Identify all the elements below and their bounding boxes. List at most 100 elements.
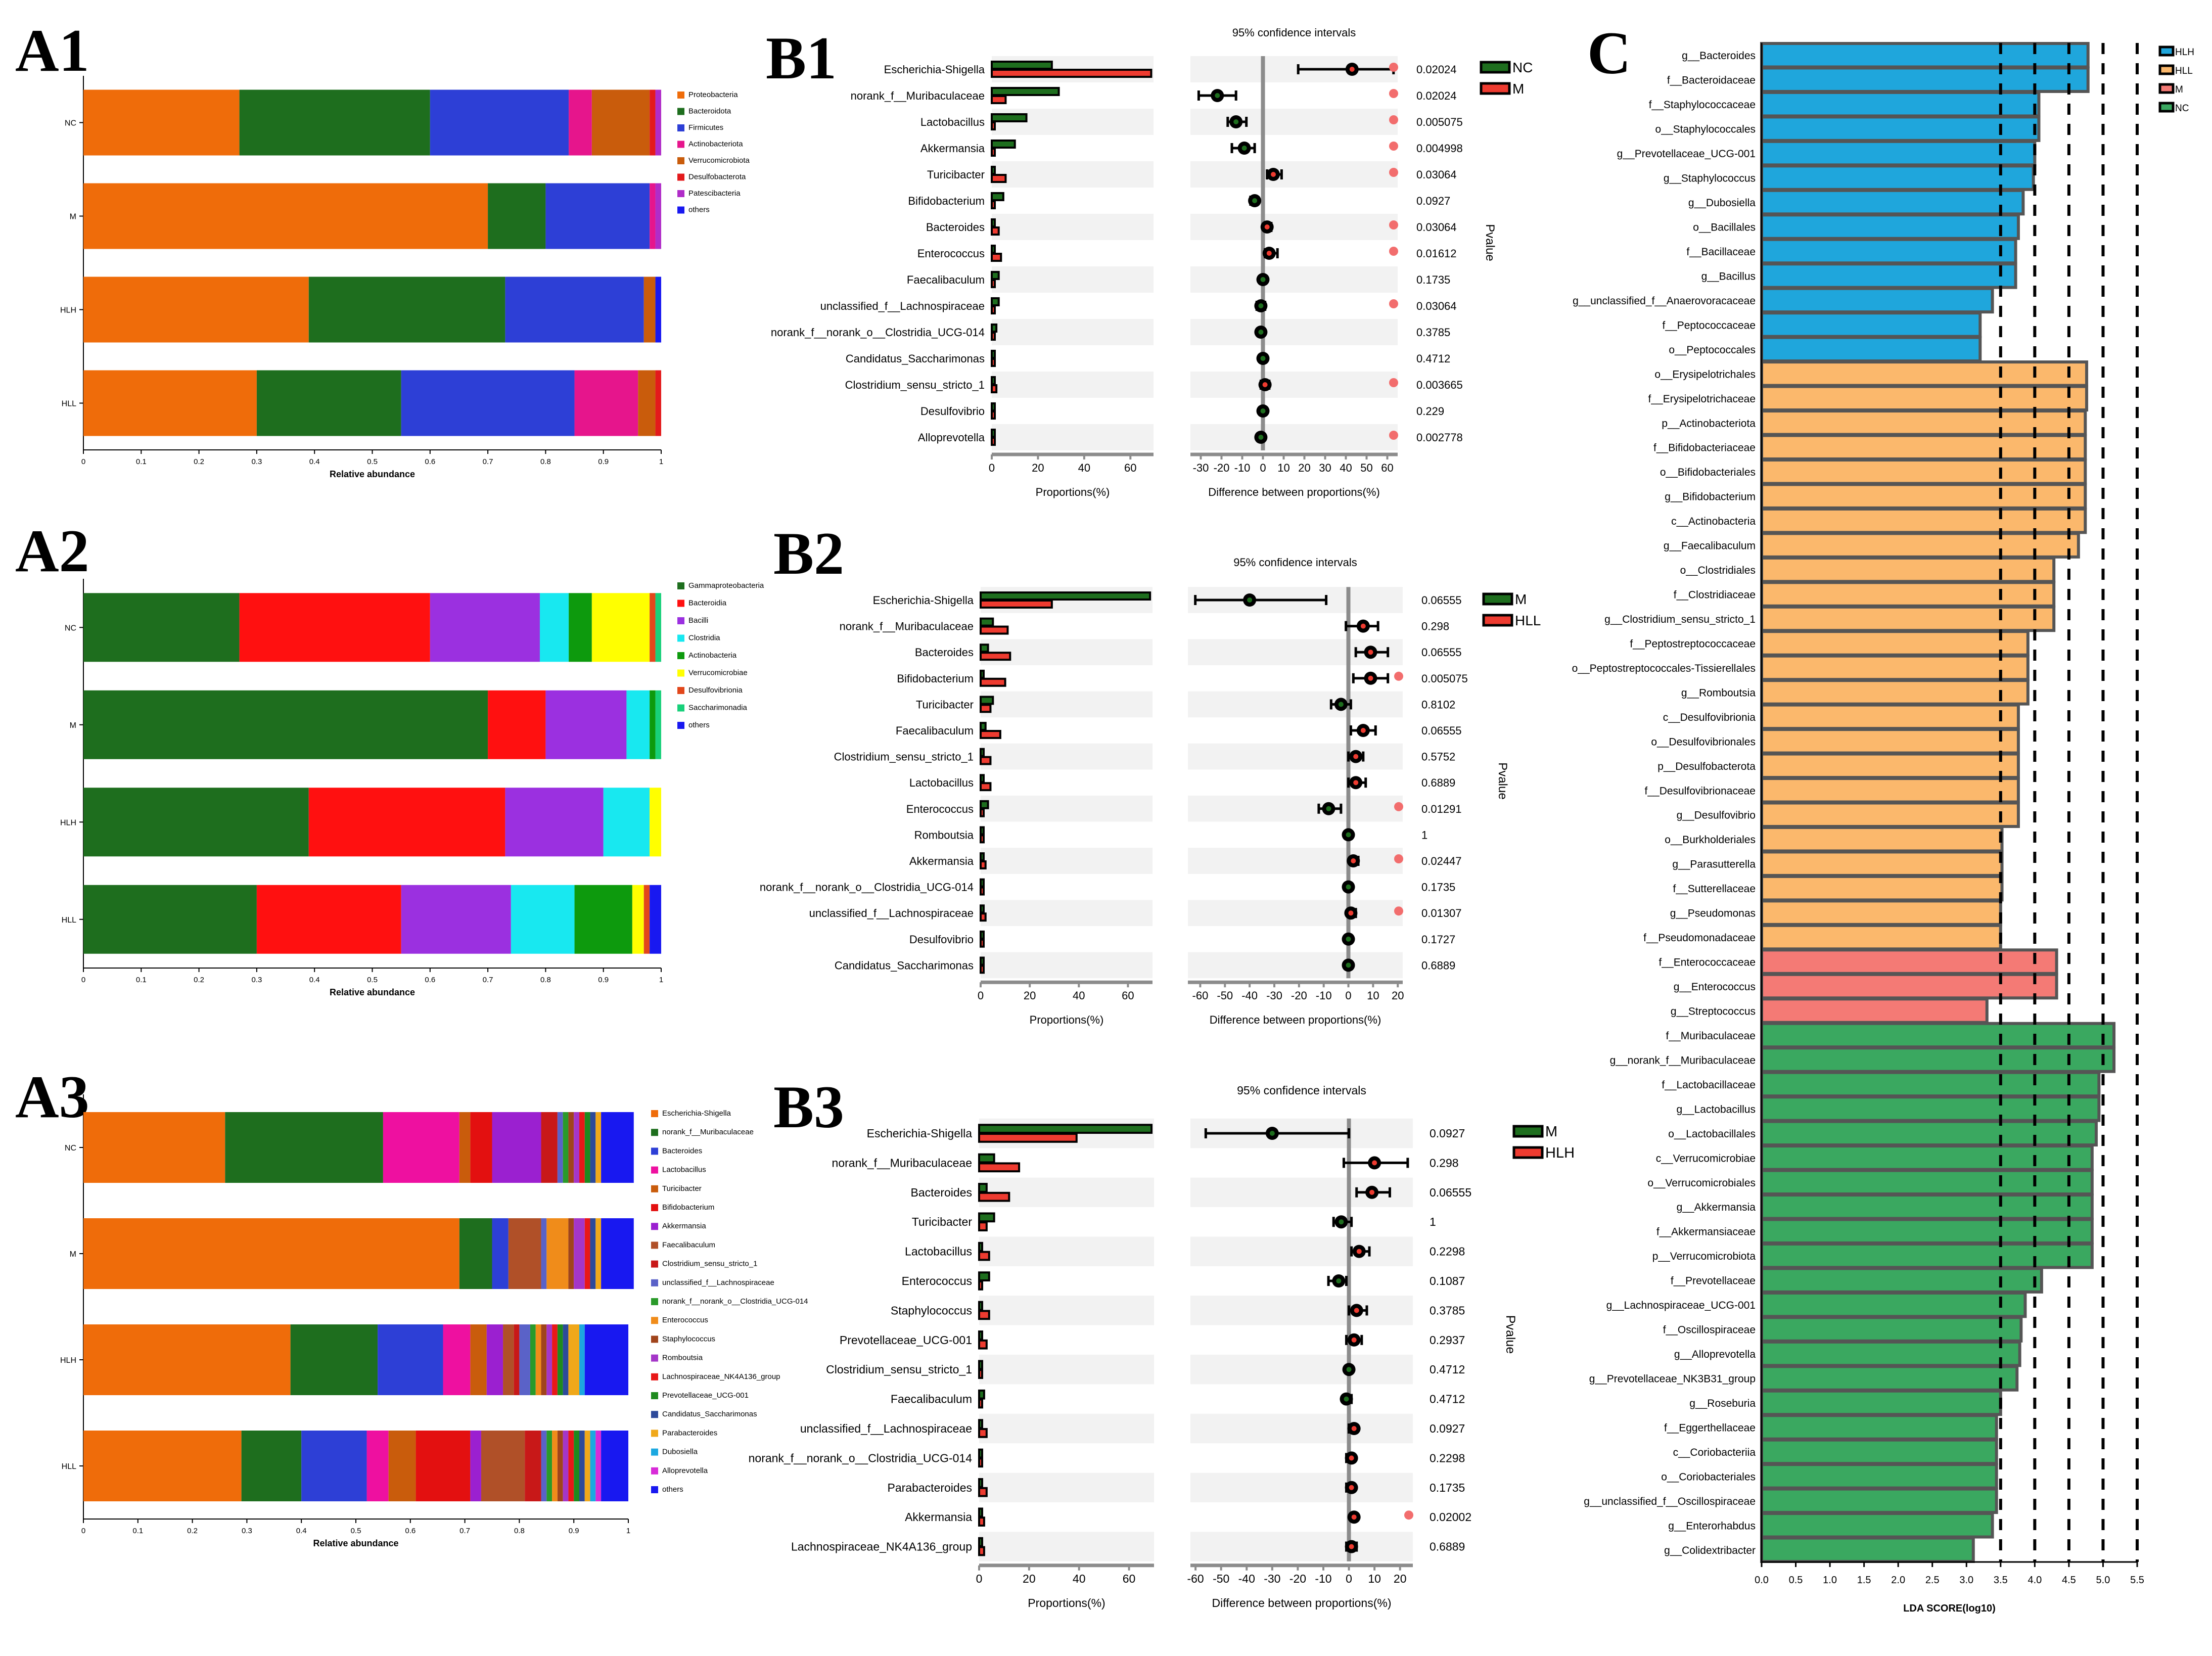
proportion-bar-m bbox=[991, 332, 996, 341]
legend-label: Clostridium_sensu_stricto_1 bbox=[662, 1260, 757, 1268]
stacked-bar-segment bbox=[83, 788, 309, 857]
legend-label: Actinobacteriota bbox=[688, 140, 743, 149]
proportion-bar-hlh bbox=[978, 1251, 990, 1261]
stacked-bar-segment bbox=[650, 690, 656, 759]
x-tick-label: 30 bbox=[1319, 462, 1331, 474]
row-band bbox=[1190, 1296, 1413, 1325]
proportion-bar-nc bbox=[991, 349, 996, 359]
stacked-bar-segment bbox=[83, 1431, 242, 1501]
taxon-label: norank_f__norank_o__Clostridia_UCG-014 bbox=[771, 326, 985, 339]
lda-bar bbox=[1760, 679, 2030, 706]
lda-bar bbox=[1760, 605, 2056, 632]
proportion-bar-hll bbox=[980, 677, 1006, 687]
legend-swatch bbox=[651, 1204, 658, 1211]
row-band bbox=[979, 1296, 1154, 1325]
row-band bbox=[992, 372, 1154, 398]
stacked-bar-segment bbox=[568, 1431, 574, 1501]
lda-bar bbox=[1760, 458, 2087, 485]
x-tick-label: -50 bbox=[1217, 989, 1233, 1002]
legend-label: Saccharimonadia bbox=[688, 704, 748, 712]
lda-bar bbox=[1760, 409, 2087, 436]
legend-swatch bbox=[651, 1166, 658, 1174]
feature-label: f__Eggerthellaceae bbox=[1664, 1422, 1756, 1434]
stacked-bar-segment bbox=[590, 1431, 596, 1501]
chart-a1: NC M HLH HLL 0 0.1 0.2 0.3 0.4 0.5 0.6 0.7 0.8 0.9 1 Re… bbox=[60, 76, 750, 479]
lda-bar bbox=[1760, 973, 2058, 1000]
row-band bbox=[979, 1413, 1154, 1444]
stacked-bar-segment bbox=[83, 89, 240, 156]
taxon-label: Lactobacillus bbox=[920, 116, 985, 128]
difference-point-center bbox=[1336, 1278, 1342, 1283]
lda-bar bbox=[1760, 1144, 2094, 1171]
p-value: 0.02024 bbox=[1416, 63, 1457, 76]
p-value: 0.06555 bbox=[1421, 646, 1462, 659]
stacked-bar-segment bbox=[568, 1218, 574, 1289]
feature-label: f__Oscillospiraceae bbox=[1663, 1324, 1756, 1336]
feature-label: g__Faecalibaculum bbox=[1664, 540, 1756, 552]
row-band bbox=[981, 691, 1153, 718]
x-axis-label: Relative abundance bbox=[330, 987, 415, 997]
p-value: 0.8102 bbox=[1421, 698, 1455, 711]
proportion-bar-hll bbox=[980, 600, 1053, 609]
x-tick-label: 0.4 bbox=[309, 976, 320, 984]
stacked-bar-segment bbox=[574, 370, 638, 436]
feature-label: g__Akkermansia bbox=[1677, 1202, 1756, 1213]
lda-bar bbox=[1760, 581, 2056, 608]
panel-label-a2: A2 bbox=[15, 517, 89, 584]
x-tick-label: 4.0 bbox=[2027, 1575, 2042, 1586]
stacked-bar-segment bbox=[574, 1431, 579, 1501]
stacked-bar-segment bbox=[241, 1431, 302, 1501]
panel-label-b2: B2 bbox=[773, 520, 844, 587]
x-tick-label: 0.2 bbox=[194, 457, 204, 466]
proportion-bar-m bbox=[991, 437, 996, 446]
x-tick-label: 1.5 bbox=[1857, 1575, 1871, 1586]
p-value: 0.3785 bbox=[1430, 1304, 1465, 1317]
legend-label: Clostridia bbox=[688, 634, 720, 642]
lda-bar bbox=[1760, 213, 2020, 240]
stacked-bar-segment bbox=[557, 1324, 563, 1395]
feature-label: g__unclassified_f__Anaerovoracaceae bbox=[1573, 295, 1756, 307]
x-tick-label: -10 bbox=[1316, 989, 1332, 1002]
lda-bar bbox=[1760, 728, 2020, 755]
stacked-bar-segment bbox=[83, 1112, 225, 1183]
taxon-label: Turicibacter bbox=[916, 698, 974, 711]
feature-label: f__Lactobacillaceae bbox=[1662, 1079, 1756, 1091]
difference-point-center bbox=[1260, 408, 1266, 413]
stacked-bar-segment bbox=[601, 1112, 634, 1183]
lda-bar bbox=[1760, 703, 2020, 730]
significance-marker bbox=[1394, 802, 1403, 811]
x-tick-label: 1 bbox=[626, 1527, 630, 1535]
legend-swatch bbox=[651, 1129, 658, 1136]
legend-swatch bbox=[677, 652, 684, 659]
row-band bbox=[1190, 372, 1398, 398]
stacked-bar-segment bbox=[650, 885, 661, 954]
stacked-bar-segment bbox=[595, 1218, 602, 1289]
feature-label: g__Enterococcus bbox=[1674, 981, 1756, 993]
proportion-bar-m bbox=[980, 826, 985, 836]
p-value: 0.1735 bbox=[1421, 881, 1455, 894]
lda-bar bbox=[1760, 287, 1994, 314]
legend-label: Bifidobacterium bbox=[662, 1203, 714, 1212]
legend-swatch bbox=[651, 1298, 658, 1305]
x-tick-label: -60 bbox=[1192, 989, 1209, 1002]
taxon-label: Candidatus_Saccharimonas bbox=[846, 352, 985, 365]
taxon-label: Enterococcus bbox=[917, 247, 985, 260]
x-tick-label: -20 bbox=[1214, 462, 1230, 474]
stacked-bar-segment bbox=[378, 1324, 443, 1395]
x-tick-label: 0 bbox=[1346, 1572, 1352, 1585]
lda-bar bbox=[1760, 1536, 1975, 1563]
legend-swatch bbox=[1482, 592, 1513, 606]
stacked-bar-segment bbox=[416, 1431, 471, 1501]
legend-label: HLH bbox=[1545, 1145, 1575, 1161]
stacked-bar-segment bbox=[505, 788, 604, 857]
x-tick-label: 0.0 bbox=[1755, 1575, 1769, 1586]
x-tick-label: 0.7 bbox=[459, 1527, 470, 1535]
legend-swatch bbox=[651, 1411, 658, 1418]
lda-bar bbox=[1760, 1438, 1998, 1465]
proportion-bar-hll bbox=[980, 730, 1001, 739]
y-tick-label: M bbox=[70, 721, 76, 730]
p-value: 0.02024 bbox=[1416, 89, 1457, 102]
proportion-bar-hll bbox=[980, 782, 992, 792]
pvalue-axis-label: Pvalue bbox=[1496, 762, 1509, 799]
difference-point-center bbox=[1353, 754, 1359, 759]
